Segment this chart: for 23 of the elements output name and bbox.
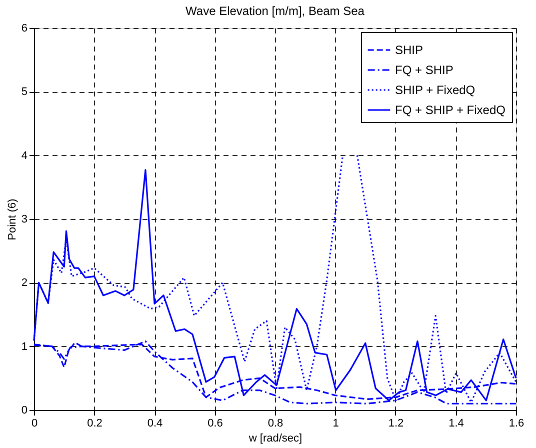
x-tick-label: 1.6	[508, 418, 524, 430]
y-tick-label: 5	[21, 86, 28, 98]
y-tick-label: 2	[21, 277, 28, 290]
y-tick-label: 3	[21, 214, 28, 226]
legend-label: FQ + SHIP	[395, 63, 454, 77]
x-tick-label: 0.4	[147, 418, 163, 430]
legend-label: FQ + SHIP + FixedQ	[395, 103, 506, 117]
x-tick-label: 1.2	[388, 418, 404, 430]
legend-label: SHIP	[395, 43, 424, 57]
y-tick-label: 6	[21, 22, 28, 34]
y-axis-title: Point (6)	[6, 198, 18, 240]
x-tick-label: 0.2	[87, 418, 102, 430]
x-tick-label: 0	[31, 418, 38, 430]
legend-label: SHIP + FixedQ	[395, 83, 476, 97]
x-tick-label: 0.6	[208, 418, 223, 430]
y-tick-label: 0	[21, 404, 28, 416]
x-tick-label: 1.4	[448, 418, 464, 430]
y-tick-label: 1	[21, 340, 28, 353]
chart-title: Wave Elevation [m/m], Beam Sea	[186, 4, 365, 18]
y-tick-label: 4	[21, 150, 28, 162]
x-tick-label: 0.8	[268, 418, 284, 430]
x-tick-label: 1	[332, 418, 339, 430]
x-axis-title: w [rad/sec]	[248, 432, 302, 444]
